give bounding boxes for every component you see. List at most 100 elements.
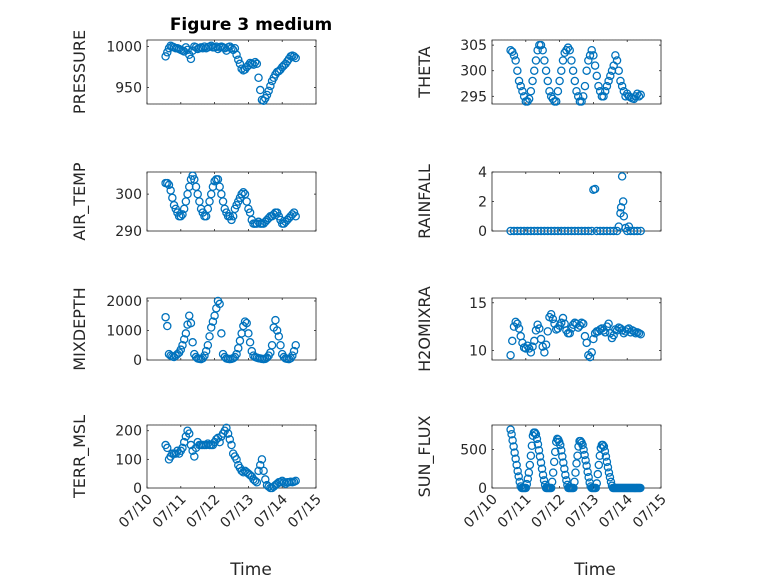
data-point	[163, 321, 172, 331]
data-point	[593, 469, 603, 479]
data-point	[616, 203, 626, 212]
y-tick-label: 0	[133, 481, 142, 497]
data-point	[237, 189, 246, 199]
data-point	[565, 45, 574, 55]
data-point	[524, 94, 534, 104]
series-1	[506, 40, 645, 106]
data-point	[178, 340, 187, 350]
data-point	[237, 466, 246, 476]
y-axis-label: SUN_FLUX	[415, 416, 435, 498]
data-point	[558, 452, 567, 461]
data-point	[518, 86, 527, 96]
data-point	[508, 436, 517, 445]
y-tick-label: 1000	[106, 40, 142, 56]
x-tick-label: 07/15	[285, 492, 325, 532]
data-point	[539, 476, 549, 485]
data-point	[244, 329, 253, 338]
data-point	[543, 76, 553, 86]
data-point	[585, 352, 595, 362]
data-point	[585, 51, 595, 60]
data-point	[535, 452, 545, 461]
y-axis-label: MIXDEPTH	[70, 287, 89, 370]
data-point	[206, 323, 216, 332]
data-point	[250, 476, 260, 486]
y-tick-label: 200	[115, 424, 142, 440]
subplot-6: 10 15 H2OMIXRA	[415, 286, 662, 372]
data-point	[584, 226, 593, 236]
data-point	[186, 318, 196, 328]
data-point	[569, 483, 578, 493]
subplot-5: 0 1000 2000 MIXDEPTH	[70, 287, 317, 371]
data-point	[603, 463, 613, 472]
data-point	[528, 342, 537, 351]
data-point	[612, 56, 622, 65]
data-point	[582, 338, 591, 348]
y-tick-label: 2000	[106, 294, 142, 310]
data-point	[618, 197, 628, 206]
data-point	[601, 452, 611, 461]
data-point	[511, 56, 520, 65]
data-point	[579, 445, 588, 454]
data-point	[514, 324, 524, 333]
data-point	[600, 86, 610, 96]
data-point	[176, 211, 186, 221]
y-axis-label: THETA	[415, 46, 434, 98]
data-point	[570, 477, 579, 487]
data-point	[543, 327, 553, 336]
data-point	[179, 335, 189, 344]
data-point	[629, 327, 639, 336]
series-1	[506, 425, 645, 493]
data-point	[208, 317, 218, 326]
data-point	[594, 460, 604, 470]
data-point	[571, 468, 580, 477]
y-axis-label: RAINFALL	[415, 164, 434, 239]
data-point	[634, 92, 644, 101]
data-point	[249, 60, 258, 69]
data-point	[599, 92, 608, 101]
y-axis-label: H2OMIXRA	[415, 286, 434, 372]
data-point	[546, 483, 556, 493]
data-point	[514, 76, 524, 86]
data-point	[521, 483, 531, 493]
data-point	[237, 64, 246, 73]
data-point	[540, 348, 549, 357]
data-point	[558, 313, 568, 323]
data-point	[600, 328, 610, 337]
series-1	[506, 172, 645, 236]
series-1	[161, 41, 300, 105]
data-point	[289, 346, 299, 356]
data-point	[582, 66, 591, 75]
data-point	[537, 464, 547, 474]
data-point	[183, 45, 192, 55]
data-point	[611, 51, 620, 60]
y-tick-label: 4	[478, 165, 487, 181]
x-tick-label: 07/13	[217, 492, 257, 532]
data-point	[572, 86, 581, 96]
data-point	[526, 451, 536, 460]
data-point	[600, 446, 610, 456]
data-point	[215, 437, 224, 447]
data-point	[541, 340, 551, 349]
x-tick-label: 07/11	[495, 492, 535, 532]
x-tick-label: 07/14	[251, 491, 291, 531]
data-point	[590, 61, 600, 70]
y-tick-label: 300	[460, 64, 487, 80]
data-point	[225, 435, 235, 444]
data-point	[590, 184, 600, 194]
data-point	[559, 458, 568, 467]
data-point	[163, 48, 172, 57]
data-point	[535, 324, 544, 333]
data-point	[190, 452, 199, 461]
data-point	[538, 45, 547, 55]
data-point	[232, 349, 241, 359]
data-point	[604, 319, 613, 329]
data-point	[232, 455, 241, 464]
data-point	[609, 226, 618, 236]
data-point	[179, 437, 189, 447]
data-point	[200, 351, 209, 360]
data-point	[289, 52, 299, 61]
data-point	[161, 312, 170, 322]
data-point	[523, 474, 533, 484]
data-point	[163, 178, 172, 188]
